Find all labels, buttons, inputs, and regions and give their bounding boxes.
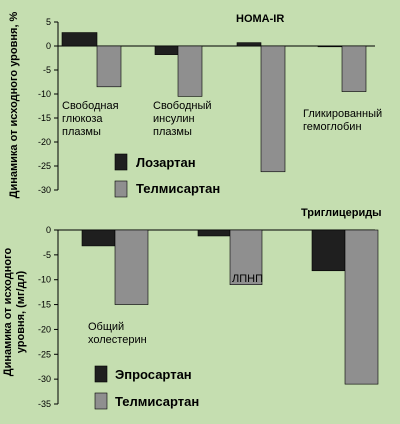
bar-light (177, 45, 203, 97)
category-label-line: холестерин (88, 334, 147, 346)
category-label-line: Свободная (62, 100, 119, 112)
legend-swatch-dark (94, 365, 108, 383)
y-axis-label: Динамика от исходногоуровня, (мг/дл) (2, 247, 27, 376)
category-label: Свободный инсулин плазмы (153, 100, 212, 138)
category-label: ЛПНП (232, 273, 263, 285)
category-label-line: плазмы (153, 126, 192, 138)
y-tick-label: -10 (38, 89, 51, 99)
y-tick-label: 0 (46, 225, 51, 235)
y-tick-label: -5 (43, 65, 51, 75)
legend-swatch-dark (114, 153, 128, 171)
bar-dark (61, 32, 98, 47)
legend-label: Эпросартан (115, 367, 192, 382)
bar-light (229, 229, 263, 285)
category-label: Триглицериды (301, 207, 382, 219)
category-label-line: плазмы (62, 126, 101, 138)
y-tick-label: -15 (38, 300, 51, 310)
category-label: Общий холестерин (88, 321, 147, 346)
bar-light (96, 45, 122, 88)
y-axis-label: Динамика от исходного уровня, % (8, 11, 20, 198)
y-tick-label: -35 (38, 399, 51, 409)
bar-light (260, 45, 286, 173)
category-label-line: Гликированный (303, 108, 382, 120)
category-label-line: HOMA-IR (236, 13, 284, 25)
y-tick-label: 0 (46, 41, 51, 51)
category-label: Гликированный гемоглобин (303, 108, 382, 133)
category-label-line: Общий (88, 321, 124, 333)
category-label-line: ЛПНП (232, 273, 263, 285)
legend-swatch-light (94, 392, 108, 410)
bar-dark (154, 45, 180, 55)
category-label-line: инсулин (153, 113, 195, 125)
category-label: Свободная глюкоза плазмы (62, 100, 119, 138)
legend-swatch-light (114, 180, 128, 198)
bar-dark (317, 45, 343, 48)
legend-label: Телмисартан (115, 394, 199, 409)
category-label-line: Триглицериды (301, 207, 382, 219)
y-tick-label: -5 (43, 250, 51, 260)
y-tick-label: -25 (38, 349, 51, 359)
category-label-line: гемоглобин (303, 121, 362, 133)
category-label-line: глюкоза (62, 113, 103, 125)
y-tick-label: -25 (38, 161, 51, 171)
legend-label: Телмисартан (136, 181, 220, 196)
y-axis-label-line: Динамика от исходного (2, 247, 14, 376)
category-label-line: Свободный (153, 100, 212, 112)
y-tick-label: -20 (38, 137, 51, 147)
category-label: HOMA-IR (236, 13, 284, 25)
legend-label: Лозартан (136, 155, 196, 170)
bar-dark (197, 229, 231, 237)
y-tick-label: 5 (46, 17, 51, 27)
bar-dark (81, 229, 116, 247)
bar-light (114, 229, 149, 305)
chart-lipids: 0 -5 -10 -15 -20 -25 -30 -35 Общий холестерин ЛПНП… (2, 207, 382, 410)
y-tick-label: -30 (38, 374, 51, 384)
y-tick-label: -20 (38, 324, 51, 334)
bar-light (341, 45, 367, 92)
y-tick-label: -10 (38, 275, 51, 285)
bar-dark (311, 229, 346, 272)
y-tick-label: -30 (38, 185, 51, 195)
bar-dark (236, 42, 262, 47)
y-tick-label: -15 (38, 113, 51, 123)
bar-light (344, 229, 379, 385)
y-axis-label-line: уровня, (мг/дл) (15, 270, 27, 353)
